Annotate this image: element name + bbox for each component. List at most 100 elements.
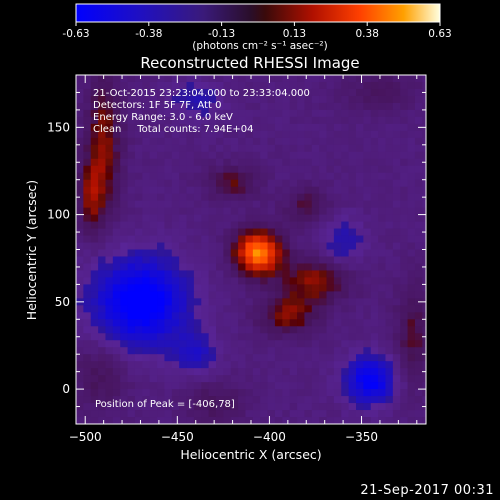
heatmap-cell bbox=[319, 95, 327, 104]
heatmap-cell bbox=[400, 172, 408, 181]
heatmap-cell bbox=[83, 312, 92, 320]
heatmap-cell bbox=[363, 137, 372, 146]
heatmap-cell bbox=[252, 305, 261, 313]
heatmap-cell bbox=[370, 354, 379, 362]
heatmap-cell bbox=[304, 81, 313, 90]
heatmap-cell bbox=[356, 277, 364, 285]
heatmap-cell bbox=[297, 137, 305, 146]
heatmap-cell bbox=[274, 102, 283, 111]
heatmap-cell bbox=[274, 130, 283, 139]
heatmap-cell bbox=[252, 361, 261, 369]
heatmap-cell bbox=[157, 130, 165, 139]
heatmap-cell bbox=[76, 144, 84, 153]
heatmap-cell bbox=[414, 207, 423, 215]
heatmap-cell bbox=[400, 200, 408, 209]
heatmap-cell bbox=[326, 319, 335, 327]
heatmap-cell bbox=[407, 102, 416, 111]
heatmap-cell bbox=[348, 95, 357, 104]
heatmap-cell bbox=[186, 277, 195, 285]
heatmap-cell bbox=[90, 410, 99, 418]
heatmap-cell bbox=[186, 354, 195, 362]
heatmap-cell bbox=[223, 410, 232, 418]
heatmap-cell bbox=[422, 207, 426, 215]
heatmap-cell bbox=[179, 256, 187, 264]
heatmap-cell bbox=[282, 165, 291, 174]
heatmap-cell bbox=[400, 354, 408, 362]
heatmap-cell bbox=[112, 158, 121, 167]
heatmap-cell bbox=[407, 403, 416, 411]
heatmap-cell bbox=[83, 130, 92, 139]
heatmap-cell bbox=[304, 340, 313, 348]
heatmap-cell bbox=[333, 368, 342, 376]
heatmap-cell bbox=[400, 333, 408, 341]
heatmap-cell bbox=[230, 137, 239, 146]
heatmap-cell bbox=[422, 172, 426, 181]
colorbar-ticks bbox=[75, 22, 441, 26]
heatmap-cell bbox=[245, 193, 254, 202]
heatmap-cell bbox=[230, 263, 239, 271]
heatmap-cell bbox=[230, 340, 239, 348]
heatmap-cell bbox=[326, 368, 335, 376]
heatmap-cell bbox=[267, 179, 276, 188]
heatmap-cell bbox=[149, 298, 158, 306]
heatmap-cell bbox=[223, 375, 232, 383]
heatmap-cell bbox=[356, 333, 364, 341]
heatmap-cell bbox=[149, 179, 158, 188]
heatmap-cell bbox=[370, 242, 379, 250]
heatmap-cell bbox=[164, 144, 173, 153]
heatmap-cell bbox=[105, 305, 114, 313]
heatmap-cell bbox=[179, 354, 187, 362]
heatmap-cell bbox=[297, 270, 305, 278]
heatmap-cell bbox=[90, 151, 99, 160]
heatmap-cell bbox=[120, 298, 128, 306]
heatmap-cell bbox=[142, 340, 151, 348]
heatmap-cell bbox=[223, 340, 232, 348]
heatmap-cell bbox=[356, 389, 364, 397]
heatmap-cell bbox=[333, 403, 342, 411]
heatmap-cell bbox=[274, 221, 283, 229]
heatmap-cell bbox=[83, 144, 92, 153]
heatmap-cell bbox=[216, 326, 224, 334]
heatmap-cell bbox=[348, 354, 357, 362]
heatmap-cell bbox=[230, 228, 239, 236]
heatmap-cell bbox=[201, 368, 210, 376]
heatmap-cell bbox=[370, 151, 379, 160]
heatmap-cell bbox=[90, 284, 99, 292]
heatmap-cell bbox=[245, 298, 254, 306]
heatmap-cell bbox=[223, 298, 232, 306]
heatmap-cell bbox=[378, 88, 386, 97]
heatmap-cell bbox=[186, 186, 195, 195]
heatmap-cell bbox=[267, 207, 276, 215]
heatmap-cell bbox=[252, 179, 261, 188]
heatmap-cell bbox=[363, 75, 372, 83]
heatmap-cell bbox=[297, 347, 305, 355]
heatmap-cell bbox=[274, 340, 283, 348]
heatmap-cell bbox=[208, 158, 217, 167]
heatmap-cell bbox=[319, 305, 327, 313]
heatmap-cell bbox=[341, 312, 350, 320]
heatmap-cell bbox=[260, 291, 268, 299]
heatmap-cell bbox=[333, 172, 342, 181]
heatmap-cell bbox=[311, 256, 320, 264]
heatmap-cell bbox=[363, 228, 372, 236]
heatmap-cell bbox=[201, 312, 210, 320]
heatmap-cell bbox=[282, 158, 291, 167]
heatmap-cell bbox=[282, 361, 291, 369]
heatmap-cell bbox=[414, 137, 423, 146]
heatmap-cell bbox=[186, 298, 195, 306]
heatmap-cell bbox=[304, 95, 313, 104]
heatmap-cell bbox=[311, 207, 320, 215]
heatmap-cell bbox=[422, 116, 426, 125]
heatmap-cell bbox=[378, 256, 386, 264]
heatmap-cell bbox=[363, 333, 372, 341]
heatmap-cell bbox=[363, 354, 372, 362]
heatmap-cell bbox=[127, 81, 136, 90]
heatmap-cell bbox=[414, 172, 423, 181]
heatmap-cell bbox=[326, 382, 335, 390]
heatmap-cell bbox=[378, 291, 386, 299]
colorbar-tick-label: 0.38 bbox=[356, 28, 379, 40]
heatmap-cell bbox=[157, 319, 165, 327]
heatmap-cell bbox=[304, 123, 313, 132]
heatmap-cell bbox=[422, 256, 426, 264]
heatmap-cell bbox=[385, 151, 394, 160]
